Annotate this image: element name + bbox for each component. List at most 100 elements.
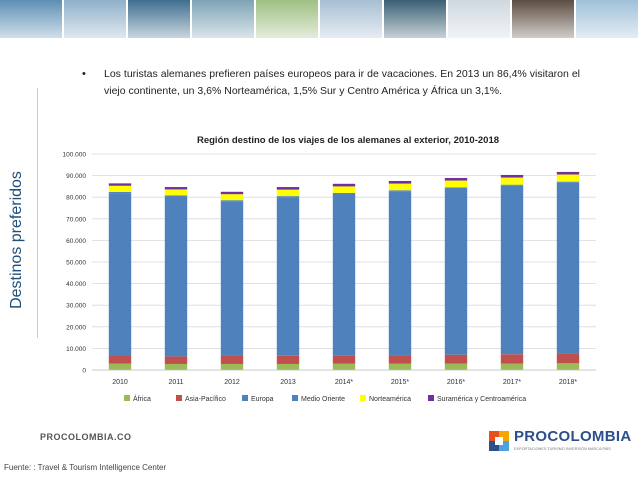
bar-segment	[444, 363, 468, 370]
banner-photo-3	[128, 0, 190, 38]
bar-segment	[332, 186, 356, 193]
bar-segment	[500, 354, 524, 364]
bar-segment	[108, 363, 132, 370]
bar-segment	[108, 193, 132, 356]
logo-tagline: EXPORTACIONES TURISMO INVERSIÓN MARCA PA…	[514, 447, 611, 451]
bar-segment	[444, 188, 468, 355]
photo-banner	[0, 0, 638, 38]
bar-segment	[164, 189, 188, 196]
x-tick-label: 2010	[112, 379, 128, 386]
legend-label: Norteamérica	[369, 396, 411, 403]
bar-segment	[500, 185, 524, 355]
bar-segment	[388, 363, 412, 370]
banner-photo-1	[0, 0, 62, 38]
bar-segment	[388, 191, 412, 356]
bar-segment	[220, 200, 244, 202]
legend-label: Europa	[251, 396, 274, 403]
legend-swatch	[176, 395, 182, 401]
bar-segment	[164, 363, 188, 370]
bar-segment	[500, 184, 524, 186]
bar-segment	[220, 355, 244, 364]
bar-segment	[164, 196, 188, 357]
procolombia-logo: PROCOLOMBIA EXPORTACIONES TURISMO INVERS…	[486, 428, 631, 454]
bar-segment	[556, 171, 580, 175]
bar-segment	[332, 363, 356, 370]
y-tick-label: 20.000	[66, 324, 86, 331]
bar-segment	[220, 191, 244, 195]
logo-wordmark: PROCOLOMBIA	[514, 428, 632, 445]
y-tick-label: 90.000	[66, 173, 86, 180]
bar-segment	[444, 187, 468, 189]
legend-swatch	[292, 395, 298, 401]
bar-segment	[556, 353, 580, 364]
chart-title: Región destino de los viajes de los alem…	[197, 135, 499, 146]
logo-mark-icon	[489, 431, 509, 451]
bullet-mark: •	[82, 68, 86, 80]
bar-segment	[556, 182, 580, 354]
y-tick-label: 100.000	[63, 152, 87, 159]
bullet-text: Los turistas alemanes prefieren países e…	[104, 68, 580, 97]
bar-segment	[220, 363, 244, 370]
legend-swatch	[124, 395, 130, 401]
y-tick-label: 70.000	[66, 216, 86, 223]
bar-segment	[388, 190, 412, 192]
bar-segment	[388, 183, 412, 191]
banner-photo-4	[192, 0, 254, 38]
y-tick-label: 30.000	[66, 303, 86, 310]
banner-photo-8	[448, 0, 510, 38]
y-tick-label: 0	[82, 368, 86, 375]
legend-swatch	[428, 395, 434, 401]
source-note: Fuente: : Travel & Tourism Intelligence …	[4, 463, 167, 472]
bar-segment	[108, 192, 132, 194]
bar-segment	[500, 174, 524, 178]
bar-segment	[444, 177, 468, 181]
bar-segment	[500, 177, 524, 185]
bar-segment	[388, 355, 412, 364]
footer-brand-link[interactable]: PROCOLOMBIA.CO	[40, 432, 132, 442]
y-tick-label: 10.000	[66, 346, 86, 353]
bar-segment	[556, 181, 580, 183]
legend-swatch	[242, 395, 248, 401]
x-tick-label: 2011	[168, 379, 183, 386]
banner-photo-6	[320, 0, 382, 38]
banner-photo-10	[576, 0, 638, 38]
bar-segment	[220, 194, 244, 201]
bar-segment	[388, 181, 412, 184]
bar-segment	[276, 189, 300, 197]
x-tick-label: 2018*	[559, 379, 578, 386]
y-tick-label: 80.000	[66, 195, 86, 202]
bar-segment	[276, 197, 300, 356]
bar-segment	[332, 355, 356, 364]
bar-segment	[556, 363, 580, 370]
x-tick-label: 2012	[224, 379, 240, 386]
bar-segment	[276, 187, 300, 190]
legend-swatch	[360, 395, 366, 401]
bar-segment	[276, 355, 300, 364]
side-divider	[37, 88, 38, 338]
bar-segment	[444, 180, 468, 188]
bullet-item: • Los turistas alemanes prefieren países…	[82, 66, 580, 100]
x-tick-label: 2014*	[335, 379, 354, 386]
legend-label: Medio Oriente	[301, 396, 345, 403]
bar-segment	[500, 363, 524, 370]
bar-segment	[444, 354, 468, 364]
bar-segment	[108, 355, 132, 364]
x-tick-label: 2015*	[391, 379, 410, 386]
bar-segment	[276, 196, 300, 198]
x-tick-label: 2013	[280, 379, 296, 386]
legend-label: Suramérica y Centroamérica	[437, 396, 526, 403]
banner-photo-5	[256, 0, 318, 38]
x-tick-label: 2016*	[447, 379, 466, 386]
y-tick-label: 60.000	[66, 238, 86, 245]
y-tick-label: 50.000	[66, 260, 86, 267]
y-tick-label: 40.000	[66, 281, 86, 288]
bar-segment	[164, 195, 188, 197]
bar-segment	[220, 201, 244, 356]
bar-segment	[332, 192, 356, 194]
banner-photo-9	[512, 0, 574, 38]
bar-segment	[108, 183, 132, 186]
bar-segment	[164, 187, 188, 190]
banner-photo-7	[384, 0, 446, 38]
legend-label: África	[133, 394, 151, 403]
bar-segment	[556, 174, 580, 182]
